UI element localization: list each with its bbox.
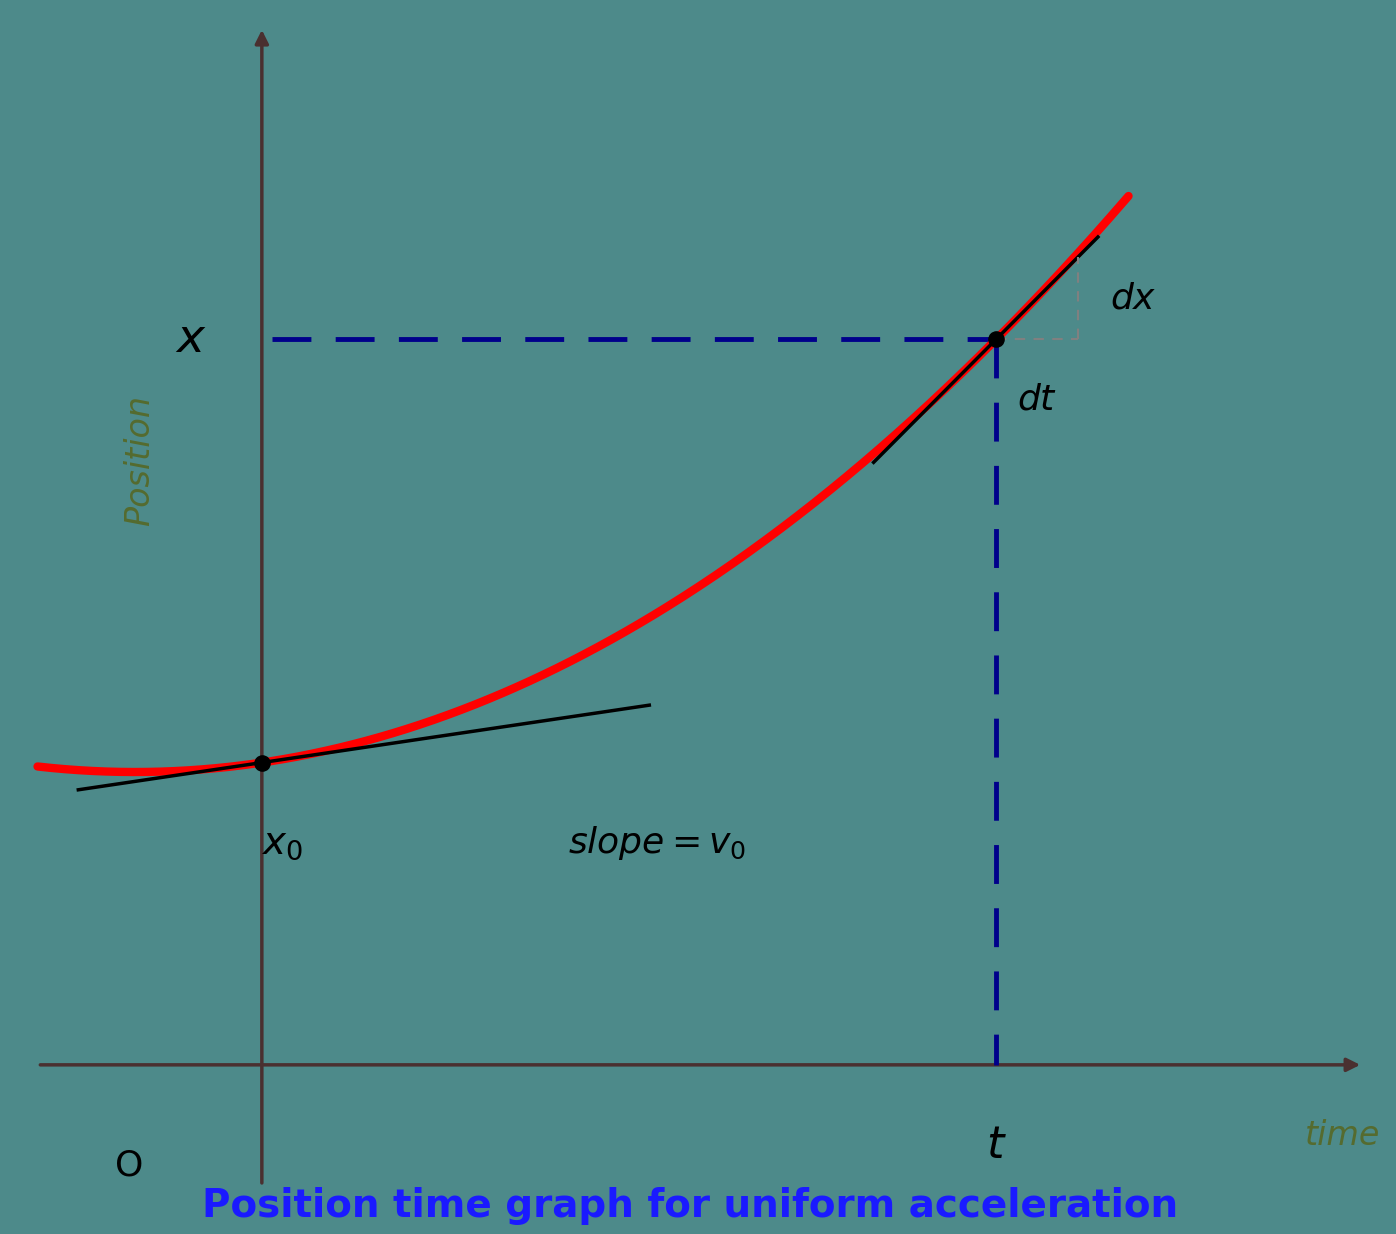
- Text: $t$: $t$: [986, 1124, 1007, 1167]
- Point: [984, 329, 1007, 349]
- Text: $dx$: $dx$: [1110, 281, 1157, 316]
- Text: $dt$: $dt$: [1016, 383, 1057, 417]
- Text: $x_0$: $x_0$: [261, 824, 303, 863]
- Point: [251, 753, 274, 772]
- Text: Position: Position: [123, 395, 156, 526]
- Text: time: time: [1305, 1119, 1381, 1151]
- Text: Position time graph for uniform acceleration: Position time graph for uniform accelera…: [202, 1187, 1178, 1225]
- Text: $x$: $x$: [174, 317, 207, 362]
- Text: $slope = v_0$: $slope = v_0$: [568, 824, 745, 863]
- Text: O: O: [114, 1149, 144, 1182]
